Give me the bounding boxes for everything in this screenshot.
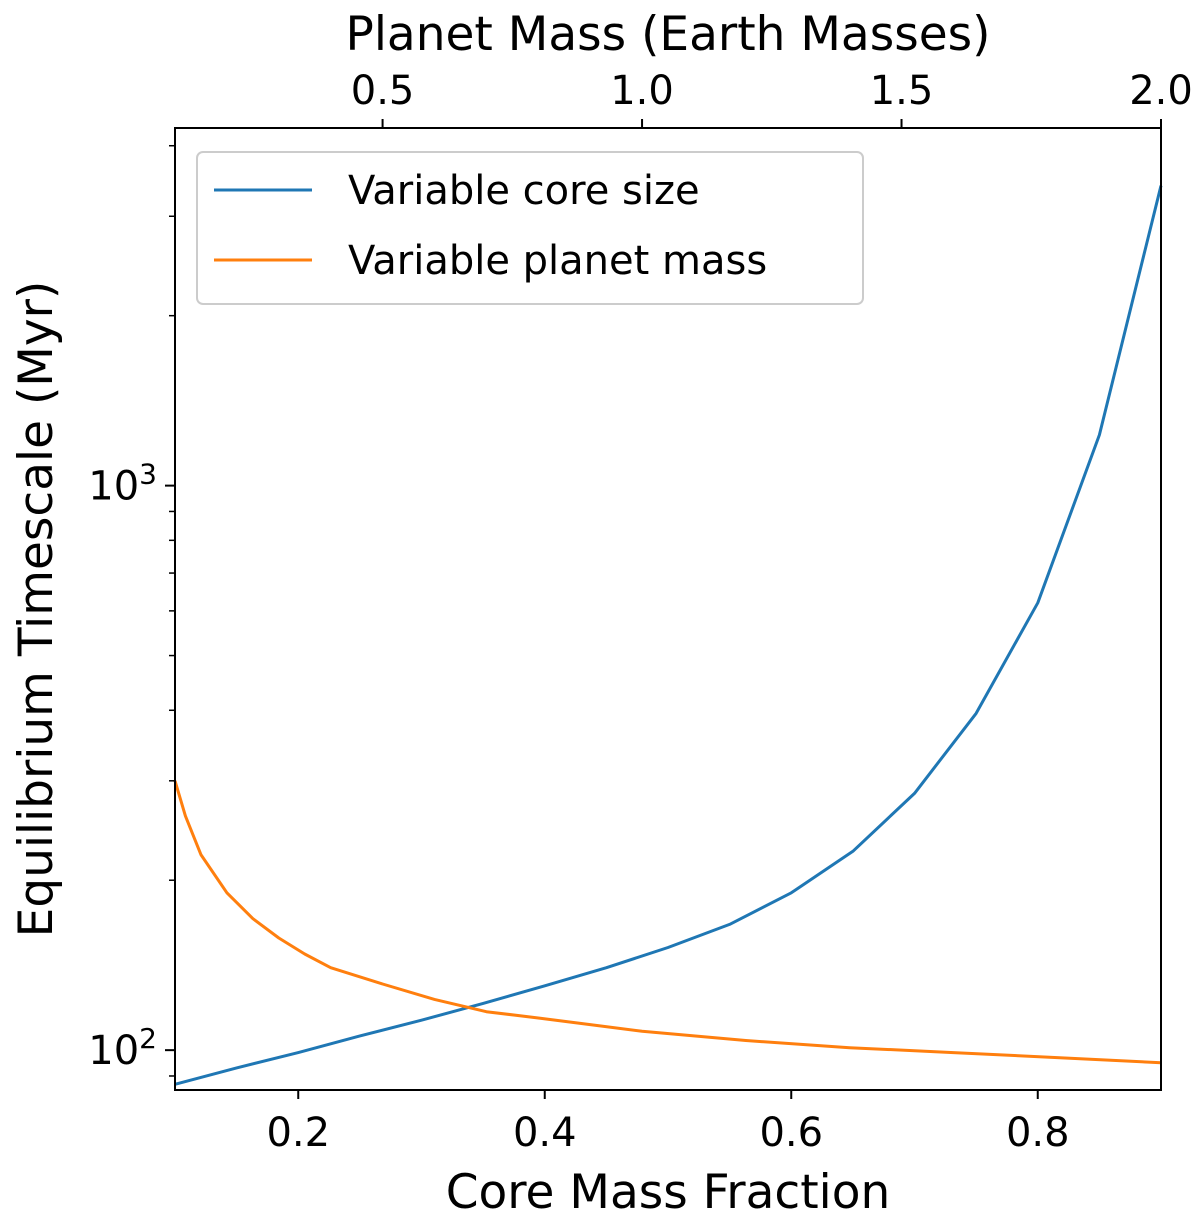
y-tick-label: 102 [88,1022,157,1074]
series-line-variable-core-size [174,185,1163,1086]
x2-tick-label: 2.0 [1129,68,1193,114]
x2-tick-label: 1.5 [870,68,934,114]
y-tick-label: 103 [88,458,157,510]
x-tick-label: 0.4 [513,1110,577,1156]
ticks-layer: 0.2 0.4 0.6 0.8 0.5 1.0 1.5 2.0 102 103 [88,68,1193,1156]
x-tick-label: 0.6 [759,1110,823,1156]
x-tick-label: 0.2 [266,1110,330,1156]
x2-tick-label: 0.5 [351,68,415,114]
x-axis-title: Core Mass Fraction [446,1165,891,1220]
y-axis-title: Equilibrium Timescale (Myr) [9,281,64,938]
series-layer [173,185,1163,1086]
plot-frame [174,127,1162,1091]
x-tick-label: 0.8 [1006,1110,1070,1156]
legend-label-variable-core-size: Variable core size [348,168,700,214]
legend: Variable core size Variable planet mass [196,151,864,305]
series-line-variable-planet-mass [173,780,1162,1065]
x2-axis-title: Planet Mass (Earth Masses) [346,7,991,62]
x2-tick-label: 1.0 [610,68,674,114]
legend-box [196,151,864,305]
legend-label-variable-planet-mass: Variable planet mass [348,238,767,284]
